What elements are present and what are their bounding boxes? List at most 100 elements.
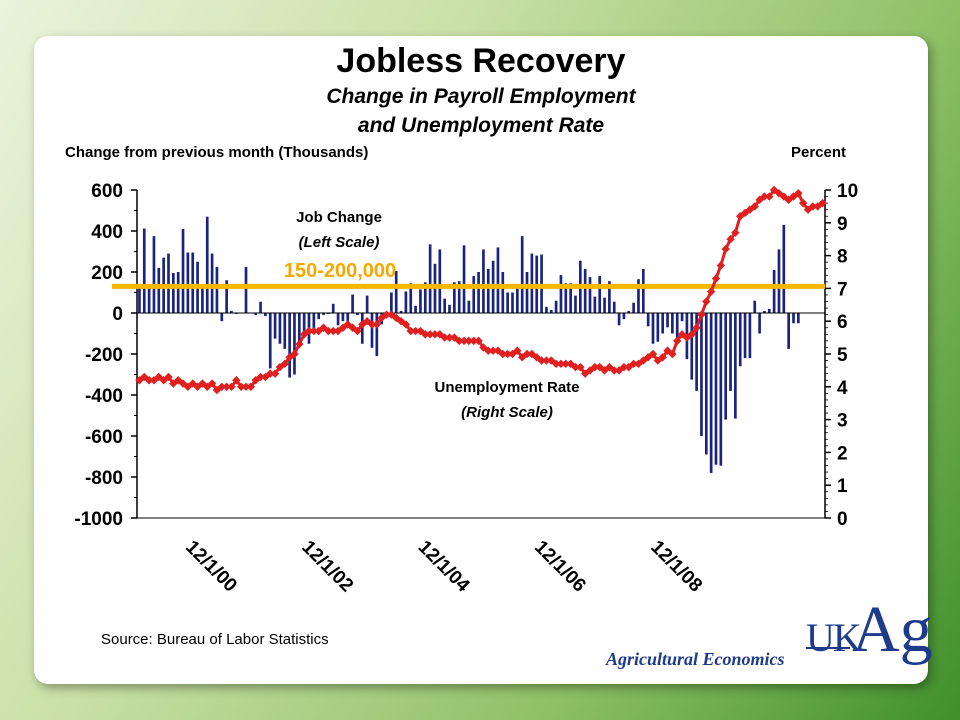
unemployment-point bbox=[227, 382, 236, 391]
unemployment-point bbox=[673, 336, 682, 346]
job-change-bar bbox=[777, 249, 781, 313]
job-change-bar bbox=[545, 306, 548, 313]
slide-panel bbox=[34, 36, 928, 684]
job-change-bar bbox=[627, 310, 631, 313]
job-change-bar bbox=[467, 300, 471, 313]
job-change-bar bbox=[496, 247, 500, 313]
unemployment-point bbox=[639, 356, 648, 365]
job-change-bar bbox=[293, 313, 296, 375]
unemployment-point bbox=[474, 336, 483, 346]
job-change-bar bbox=[234, 313, 238, 315]
left-tick-label: 0 bbox=[112, 304, 123, 325]
job-change-bar bbox=[724, 313, 728, 420]
unemployment-point bbox=[484, 346, 493, 355]
job-change-bar bbox=[511, 292, 514, 313]
unemployment-point bbox=[537, 356, 546, 365]
unemployment-point bbox=[711, 274, 721, 283]
job-change-bar bbox=[370, 313, 374, 348]
job-change-bar bbox=[743, 313, 747, 359]
right-tick-label: 8 bbox=[837, 247, 848, 268]
unemployment-point bbox=[353, 326, 362, 336]
right-tick-label: 5 bbox=[837, 345, 848, 366]
unemployment-point bbox=[217, 382, 226, 391]
unemployment-point bbox=[697, 310, 706, 319]
job-change-bar bbox=[767, 308, 771, 313]
job-change-bar bbox=[341, 313, 345, 322]
job-change-bar bbox=[516, 285, 519, 313]
unemployment-point bbox=[527, 349, 537, 359]
job-change-bar bbox=[365, 295, 369, 313]
job-change-bar bbox=[520, 236, 524, 313]
unemployment-point bbox=[702, 297, 711, 306]
left-tick-label: 600 bbox=[91, 181, 123, 202]
unemployment-point bbox=[561, 359, 570, 369]
job-change-bar bbox=[690, 313, 694, 380]
unemployment-point bbox=[634, 359, 643, 369]
job-change-bar bbox=[457, 281, 461, 313]
job-change-bar bbox=[617, 313, 621, 326]
unemployment-point bbox=[619, 362, 629, 372]
right-tick-label: 7 bbox=[837, 279, 848, 300]
job-change-bar bbox=[297, 313, 301, 344]
unemployment-point bbox=[411, 326, 420, 336]
unemployment-point bbox=[798, 198, 808, 208]
unemployment-point bbox=[629, 359, 638, 369]
job-change-bar bbox=[375, 313, 379, 357]
x-tick-label: 12/1/08 bbox=[646, 537, 706, 597]
left-tick-label: 200 bbox=[91, 263, 123, 284]
logo-underline bbox=[806, 647, 850, 649]
job-change-bar bbox=[583, 268, 587, 313]
unemployment-point bbox=[808, 202, 818, 211]
job-change-bar bbox=[186, 252, 190, 313]
unemployment-point bbox=[818, 198, 827, 208]
job-change-bar bbox=[588, 277, 592, 313]
chart-title: Jobless Recovery bbox=[336, 42, 626, 80]
x-tick-label: 12/1/04 bbox=[414, 537, 474, 597]
x-tick-label: 12/1/02 bbox=[297, 537, 357, 597]
job-change-bar bbox=[554, 300, 558, 313]
unemployment-point bbox=[304, 326, 314, 336]
unemployment-point bbox=[459, 336, 469, 346]
job-change-bar bbox=[205, 216, 209, 313]
chart-subtitle-line2: and Unemployment Rate bbox=[357, 114, 605, 137]
unemployment-point bbox=[144, 376, 154, 385]
job-change-bar bbox=[244, 266, 248, 313]
job-change-bar bbox=[695, 313, 698, 391]
unemployment-line bbox=[138, 187, 824, 393]
unemployment-point bbox=[716, 261, 726, 270]
unemployment-point bbox=[469, 336, 478, 346]
unemployment-point bbox=[178, 379, 188, 388]
job-change-bar bbox=[753, 300, 757, 313]
unemployment-point bbox=[556, 359, 566, 369]
left-tick-label: -600 bbox=[85, 427, 123, 448]
unemployment-point bbox=[421, 330, 430, 339]
job-change-bar bbox=[259, 301, 262, 313]
job-change-bar bbox=[322, 313, 325, 316]
unemployment-point bbox=[488, 346, 498, 355]
job-change-bar bbox=[312, 313, 316, 334]
job-change-bar bbox=[477, 272, 480, 313]
unemployment-point bbox=[682, 333, 692, 342]
unemployment-point bbox=[731, 228, 740, 237]
unemployment-point bbox=[692, 323, 701, 332]
job-change-bar bbox=[787, 313, 790, 349]
unemployment-point bbox=[571, 362, 580, 372]
right-axis-caption: Percent bbox=[791, 144, 847, 161]
unemployment-point bbox=[290, 349, 299, 359]
job-change-bar bbox=[792, 313, 795, 324]
job-change-bar bbox=[399, 310, 403, 313]
unemployment-point bbox=[765, 192, 774, 201]
unemployment-point bbox=[241, 382, 251, 391]
x-tick-label: 12/1/06 bbox=[530, 537, 590, 597]
job-change-bar bbox=[167, 253, 170, 313]
job-change-bar bbox=[273, 313, 277, 339]
unemployment-point bbox=[256, 372, 265, 382]
job-change-bar bbox=[549, 309, 553, 313]
job-change-bar bbox=[501, 272, 505, 313]
job-change-bar bbox=[172, 273, 175, 313]
unemployment-point bbox=[740, 208, 750, 218]
job-change-bar bbox=[152, 236, 156, 313]
unemployment-point bbox=[542, 356, 551, 365]
unemployment-point bbox=[464, 336, 474, 346]
unemployment-point bbox=[610, 366, 619, 375]
